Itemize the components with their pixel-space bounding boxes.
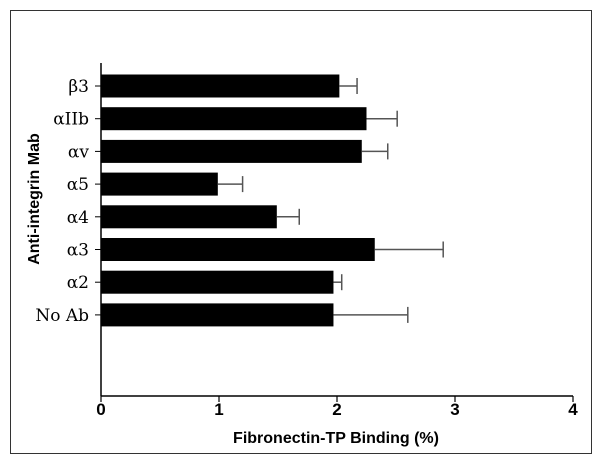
x-axis-title: Fibronectin-TP Binding (%): [233, 430, 439, 447]
category-label-4: α4: [67, 208, 89, 228]
chart-frame: β3 αIIb αv α5 α4 α3 α2 No Ab 0 1 2 3 4 Fibronectin-T…: [10, 10, 592, 454]
category-label-1: αIIb: [53, 110, 89, 130]
bar-0: [101, 74, 340, 98]
bar-1: [101, 107, 367, 131]
bar-chart: β3 αIIb αv α5 α4 α3 α2 No Ab 0 1 2 3 4 Fibronectin-T…: [26, 63, 578, 447]
bar-2: [101, 139, 362, 163]
y-axis-title: Anti-integrin Mab: [26, 133, 43, 265]
labels-layer: β3 αIIb αv α5 α4 α3 α2 No Ab 0 1 2 3 4: [35, 77, 578, 419]
x-tick-label-4: 4: [568, 400, 578, 419]
category-label-7: No Ab: [35, 306, 89, 326]
x-tick-label-0: 0: [96, 400, 105, 419]
category-label-0: β3: [68, 77, 89, 97]
bar-7: [101, 303, 334, 327]
bar-3: [101, 172, 218, 196]
error-bars-layer: [217, 78, 444, 323]
bar-6: [101, 270, 334, 294]
bar-4: [101, 205, 277, 229]
bar-5: [101, 238, 375, 261]
x-tick-label-1: 1: [214, 400, 223, 419]
category-label-2: αv: [68, 142, 89, 162]
bars-layer: [101, 74, 375, 327]
x-tick-label-3: 3: [450, 400, 459, 419]
axes-layer: [95, 63, 574, 402]
x-tick-label-2: 2: [332, 400, 341, 419]
category-label-6: α2: [67, 273, 89, 293]
category-label-5: α3: [67, 241, 89, 261]
category-label-3: α5: [67, 175, 89, 195]
